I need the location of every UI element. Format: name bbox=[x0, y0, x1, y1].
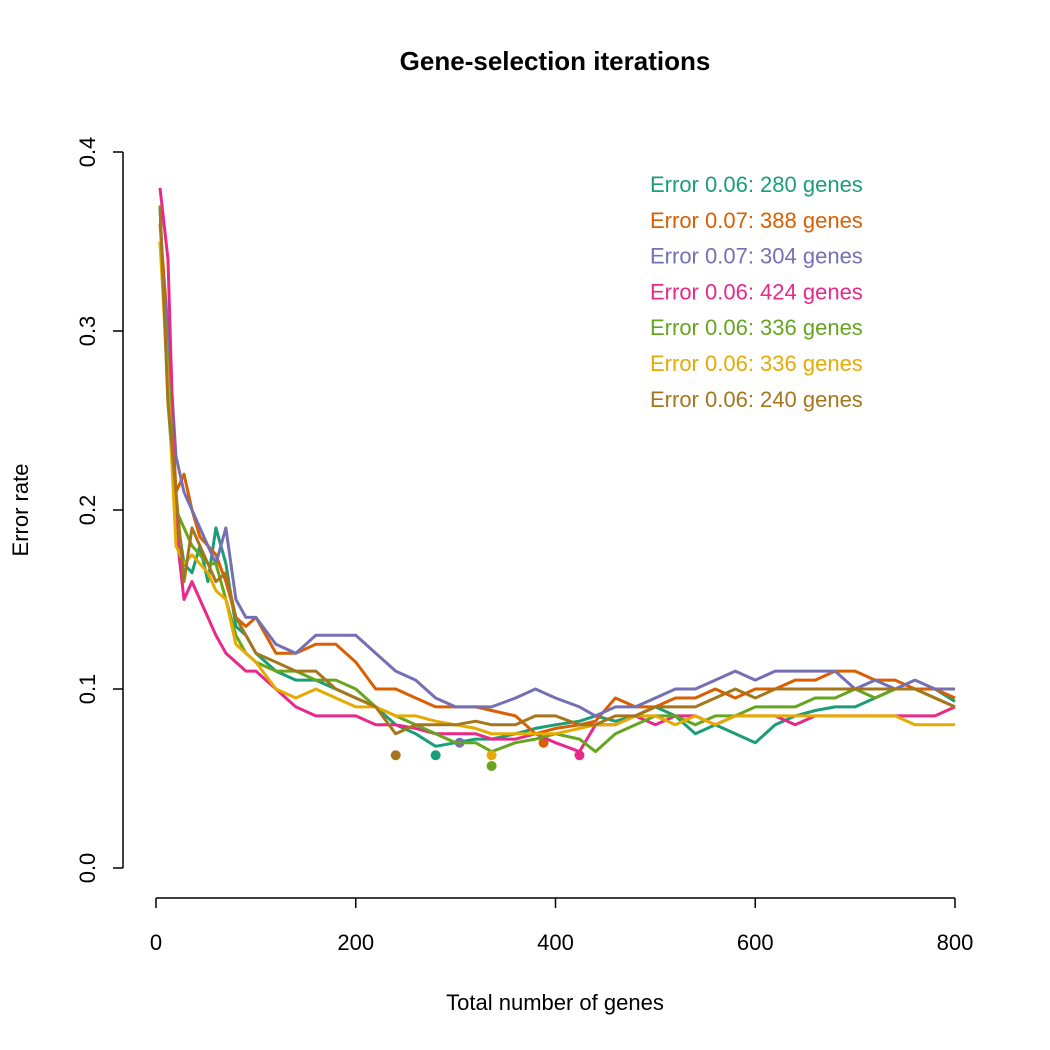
y-tick-label: 0.0 bbox=[75, 853, 100, 884]
min-point-2 bbox=[538, 737, 549, 748]
legend-entry-3: Error 0.07: 304 genes bbox=[650, 244, 863, 269]
legend-entry-1: Error 0.06: 280 genes bbox=[650, 172, 863, 197]
series-line-2 bbox=[158, 223, 956, 736]
x-tick-label: 0 bbox=[150, 930, 162, 955]
min-point-7 bbox=[390, 750, 401, 761]
y-axis: 0.0 0.1 0.2 0.3 0.4 bbox=[75, 137, 124, 884]
series-line-3 bbox=[158, 241, 955, 718]
series-line-6 bbox=[158, 241, 955, 736]
min-point-1 bbox=[430, 750, 441, 761]
series-line-7 bbox=[158, 205, 956, 736]
legend: Error 0.06: 280 genes Error 0.07: 388 gen… bbox=[650, 172, 863, 412]
x-axis: 0 200 400 600 800 bbox=[150, 897, 974, 955]
legend-entry-4: Error 0.06: 424 genes bbox=[650, 279, 863, 304]
y-tick-label: 0.2 bbox=[75, 495, 100, 526]
y-tick-label: 0.1 bbox=[75, 674, 100, 705]
series-layer bbox=[158, 187, 956, 771]
legend-entry-7: Error 0.06: 240 genes bbox=[650, 387, 863, 412]
x-tick-label: 200 bbox=[337, 930, 374, 955]
min-point-4 bbox=[574, 750, 585, 761]
chart-title: Gene-selection iterations bbox=[400, 46, 711, 76]
x-tick-label: 800 bbox=[937, 930, 974, 955]
min-point-5 bbox=[486, 760, 497, 771]
y-axis-label: Error rate bbox=[8, 464, 33, 557]
y-tick-label: 0.4 bbox=[75, 137, 100, 168]
series-line-4 bbox=[158, 187, 956, 754]
x-axis-label: Total number of genes bbox=[446, 990, 664, 1015]
x-tick-label: 400 bbox=[537, 930, 574, 955]
legend-entry-5: Error 0.06: 336 genes bbox=[650, 315, 863, 340]
min-point-6 bbox=[486, 750, 497, 761]
legend-entry-6: Error 0.06: 336 genes bbox=[650, 351, 863, 376]
legend-entry-2: Error 0.07: 388 genes bbox=[650, 208, 863, 233]
y-tick-label: 0.3 bbox=[75, 316, 100, 347]
x-tick-label: 600 bbox=[737, 930, 774, 955]
